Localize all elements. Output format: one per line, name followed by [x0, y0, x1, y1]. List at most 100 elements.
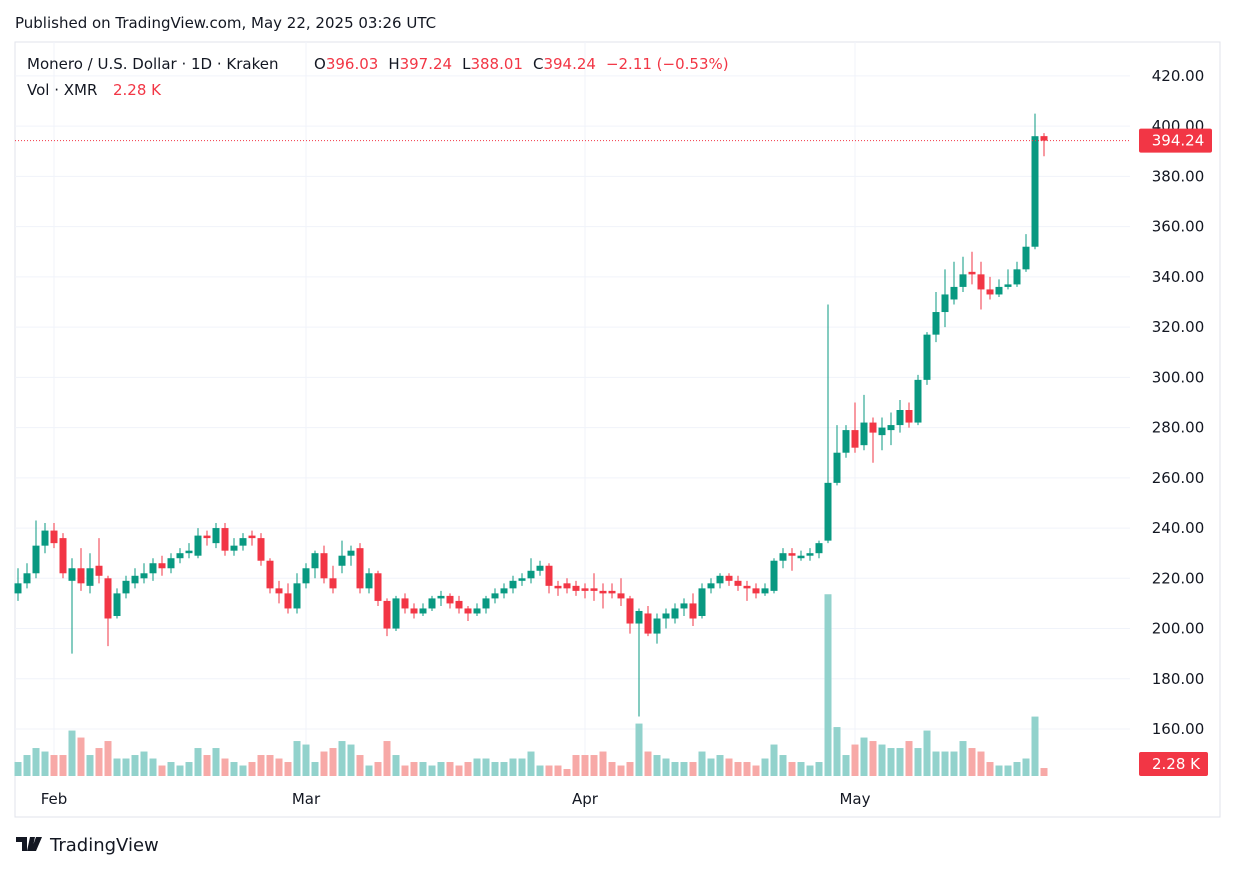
- last-volume-label: 2.28 K: [1152, 755, 1201, 773]
- candle-body: [932, 312, 940, 335]
- candle-body: [419, 608, 427, 614]
- candle-body: [473, 608, 481, 614]
- candle-body: [869, 422, 877, 433]
- volume-bar: [797, 762, 805, 776]
- candle-body: [383, 600, 391, 629]
- candle-body: [644, 613, 652, 634]
- volume-bar: [779, 755, 787, 776]
- volume-bar: [1031, 716, 1039, 776]
- candle-body: [815, 543, 823, 554]
- candle-body: [176, 553, 184, 559]
- volume-bar: [329, 748, 337, 776]
- volume-bar: [914, 748, 922, 776]
- volume-bar: [860, 737, 868, 776]
- candle-body: [158, 563, 166, 569]
- candle-body: [635, 610, 643, 624]
- volume-bar: [824, 594, 832, 776]
- candle-body: [878, 427, 886, 436]
- y-tick-label: 260.00: [1152, 469, 1205, 487]
- o-value: 396.03: [326, 55, 379, 73]
- volume-bar: [653, 755, 661, 776]
- volume-bar: [599, 751, 607, 776]
- volume-bar: [941, 751, 949, 776]
- candle-body: [212, 528, 220, 544]
- candle-body: [347, 550, 355, 556]
- volume-bar: [230, 762, 238, 776]
- candle-body: [41, 530, 49, 546]
- x-tick-label: Mar: [292, 790, 321, 808]
- volume-bar: [473, 758, 481, 776]
- volume-bar: [1004, 765, 1012, 776]
- candle-body: [14, 583, 22, 594]
- volume-bar: [365, 765, 373, 776]
- volume-bar: [410, 762, 418, 776]
- volume-bar: [572, 755, 580, 776]
- volume-bar: [536, 765, 544, 776]
- candle-body: [545, 565, 553, 586]
- candle-body: [887, 425, 895, 431]
- candle-body: [905, 410, 913, 423]
- volume-bar: [437, 762, 445, 776]
- volume-bar: [104, 741, 112, 776]
- candle-body: [914, 379, 922, 423]
- volume-bar: [1040, 768, 1048, 776]
- candle-body: [302, 568, 310, 584]
- volume-bar: [419, 762, 427, 776]
- volume-bar: [1013, 762, 1021, 776]
- volume-bar: [455, 765, 463, 776]
- volume-bar: [194, 748, 202, 776]
- candle-body: [554, 585, 562, 589]
- candle-body: [50, 530, 58, 544]
- candle-body: [320, 553, 328, 579]
- candle-body: [518, 578, 526, 581]
- candle-body: [203, 535, 211, 539]
- volume-bar: [581, 755, 589, 776]
- volume-bar: [932, 751, 940, 776]
- candle-body: [428, 598, 436, 609]
- volume-bar: [176, 765, 184, 776]
- volume-bar: [212, 748, 220, 776]
- volume-bar: [275, 758, 283, 776]
- candle-body: [743, 585, 751, 589]
- c-value: 394.24: [543, 55, 596, 73]
- volume-bar: [491, 762, 499, 776]
- volume-bar: [869, 741, 877, 776]
- candle-body: [149, 563, 157, 574]
- volume-bar: [761, 758, 769, 776]
- volume-bar: [266, 755, 274, 776]
- candle-body: [698, 588, 706, 616]
- volume-bar: [311, 762, 319, 776]
- candle-body: [851, 430, 859, 448]
- volume-bar: [518, 758, 526, 776]
- volume-bar: [644, 751, 652, 776]
- candle-body: [248, 535, 256, 539]
- volume-bar: [806, 765, 814, 776]
- volume-bar: [725, 758, 733, 776]
- candle-body: [500, 588, 508, 594]
- candle-body: [509, 580, 517, 589]
- candle-body: [590, 588, 598, 591]
- volume-bar: [878, 744, 886, 776]
- candle-body: [113, 593, 121, 616]
- l-label: L: [462, 55, 471, 73]
- candle-body: [842, 430, 850, 453]
- x-tick-label: Apr: [572, 790, 599, 808]
- candle-body: [275, 588, 283, 594]
- volume-bar: [446, 762, 454, 776]
- volume-bar: [815, 762, 823, 776]
- volume-bar: [617, 765, 625, 776]
- candle-body: [140, 573, 148, 579]
- candle-body: [194, 535, 202, 556]
- volume-bar: [500, 762, 508, 776]
- volume-bar: [968, 748, 976, 776]
- y-tick-label: 360.00: [1152, 218, 1205, 236]
- candle-body: [446, 595, 454, 604]
- candle-body: [266, 560, 274, 589]
- volume-bar: [977, 751, 985, 776]
- volume-value: 2.28 K: [113, 81, 162, 99]
- volume-bar: [698, 751, 706, 776]
- candle-body: [1040, 136, 1048, 141]
- volume-bar: [716, 755, 724, 776]
- volume-bar: [14, 762, 22, 776]
- volume-bar: [77, 737, 85, 776]
